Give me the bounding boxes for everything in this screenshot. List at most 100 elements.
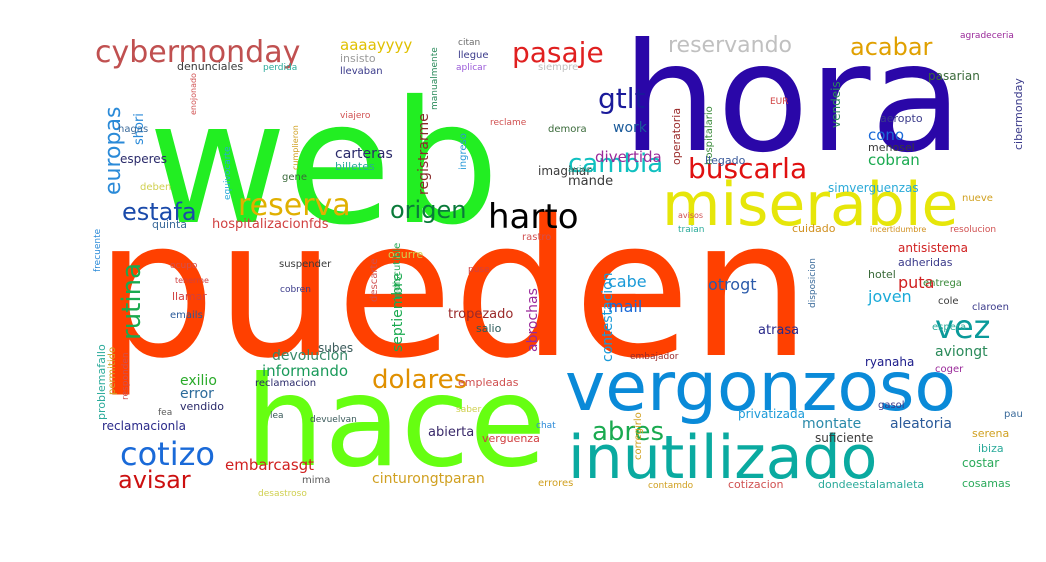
word: esperes [120, 152, 167, 166]
word: EUR [770, 97, 789, 107]
word: viajero [340, 111, 371, 121]
word: antisistema [898, 241, 968, 255]
word: abrochas [525, 288, 541, 352]
word: reserva [238, 188, 351, 223]
word: buscarla [688, 152, 807, 185]
word: simverguenzas [828, 181, 919, 195]
word: reclamacionla [102, 419, 186, 433]
word: hospitalizacionfds [212, 217, 329, 232]
word: dolares [372, 365, 467, 395]
word: llegado [705, 154, 746, 167]
word: pau [1004, 409, 1023, 420]
word: acabar [850, 33, 933, 61]
word: emails [170, 310, 203, 321]
word: cobren [280, 285, 311, 295]
word: hace [245, 350, 546, 495]
word: pasaje [512, 36, 604, 69]
word: hotel [868, 268, 896, 281]
word: joven [867, 287, 912, 306]
word: citan [458, 38, 480, 48]
word: cinturongtparan [372, 471, 485, 487]
word: cabe [608, 272, 647, 291]
word: devuelvan [310, 415, 357, 425]
word: gasol [878, 400, 905, 411]
word: cambia [568, 149, 663, 179]
word: coger [935, 364, 964, 375]
word: carteras [335, 146, 393, 162]
word: aplicar [456, 63, 487, 73]
word: origen [390, 196, 466, 224]
word: ocupo [170, 261, 198, 271]
word: privatizada [738, 407, 805, 421]
word: hagas [118, 124, 148, 135]
word: puta [898, 273, 934, 292]
word: costar [962, 456, 999, 470]
word: tenerme [175, 276, 209, 285]
word: rastro [522, 232, 551, 243]
word: hospitalario [704, 106, 715, 165]
word: descarte [369, 258, 380, 302]
word: vendido [180, 400, 224, 413]
word: llevaban [340, 66, 383, 77]
word: subes [318, 341, 353, 355]
word: informando [262, 362, 348, 380]
word: cole [938, 296, 959, 307]
word: permitido [107, 347, 118, 395]
word: ingreso [458, 133, 469, 170]
word: indiscutible [392, 243, 403, 300]
word: otrogt [708, 275, 757, 294]
word: mima [302, 475, 330, 486]
word: reclamacion [255, 378, 316, 389]
word: avion [568, 165, 593, 175]
word: traian [678, 225, 704, 235]
word: adheridas [898, 256, 953, 269]
word: embajador [630, 352, 679, 362]
word: cono [868, 126, 904, 144]
word: cybermonday [95, 35, 300, 70]
word: estafa [122, 198, 197, 226]
word: pueden [95, 179, 811, 400]
word: enojonado [189, 73, 198, 115]
word: nueve [962, 193, 993, 204]
word: mande [568, 174, 613, 189]
word: chat [536, 421, 556, 431]
word: embarcasgt [225, 456, 314, 474]
word: suspender [279, 259, 332, 270]
word: avisar [118, 466, 191, 494]
word: europas [101, 107, 126, 195]
word: abres [592, 417, 664, 447]
word: atrasa [758, 323, 799, 338]
word: contestacion [600, 272, 616, 362]
word: quinta [152, 218, 187, 231]
word: web [148, 65, 500, 263]
word: reclame [490, 118, 527, 128]
word: exilio [180, 373, 217, 389]
word: aviongt [935, 344, 988, 360]
word: inutilizado [568, 423, 877, 493]
word: divertida [595, 148, 662, 166]
word: ryanaha [865, 355, 914, 369]
word: abierta [428, 425, 474, 440]
word: vez [935, 308, 990, 346]
word: verguenza [482, 432, 540, 445]
word: miserable [662, 170, 958, 240]
word: fea [158, 408, 172, 418]
word: siempre [538, 62, 578, 73]
word: resolucion [950, 225, 996, 235]
word: llamar [172, 290, 207, 303]
word: billetes [335, 160, 375, 173]
word: manualmente [430, 47, 440, 110]
word: insisto [340, 52, 376, 65]
word: salio [476, 322, 502, 335]
word: vergonzoso [565, 348, 956, 427]
word: serena [972, 427, 1009, 440]
word: deben [140, 182, 171, 193]
word: septiembre [390, 273, 406, 352]
word: gtlt [598, 82, 646, 115]
word: menosel [868, 141, 915, 154]
word: avisos [678, 211, 703, 220]
word: empleadas [458, 376, 519, 389]
word: responden [121, 352, 131, 400]
word: cosamas [962, 477, 1011, 490]
